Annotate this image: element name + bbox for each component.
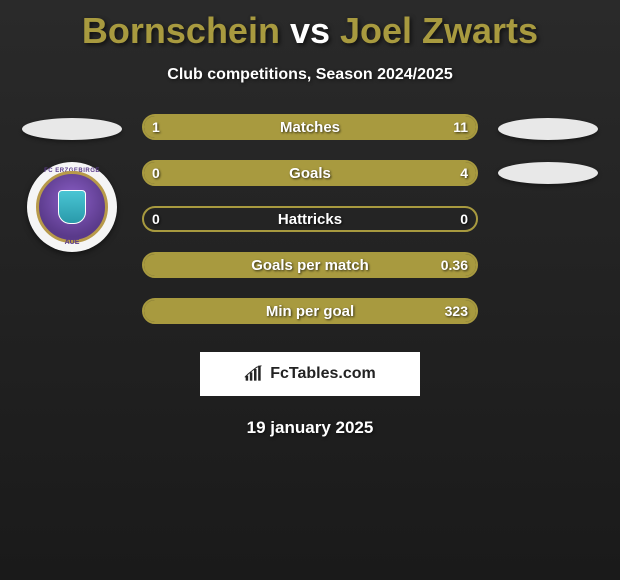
stat-value-right: 323 (445, 303, 468, 319)
player2-logo-placeholder (498, 118, 598, 140)
player1-name: Bornschein (82, 10, 280, 51)
vs-text: vs (280, 10, 340, 51)
stat-row: 1 Matches 11 (142, 114, 478, 140)
player1-club-badge: FC ERZGEBIRGE AUE (27, 162, 117, 252)
stat-label: Goals per match (251, 257, 369, 274)
left-player-column: FC ERZGEBIRGE AUE (12, 114, 132, 252)
subtitle: Club competitions, Season 2024/2025 (0, 66, 620, 84)
stat-row: Goals per match 0.36 (142, 252, 478, 278)
badge-shield (58, 190, 86, 224)
badge-bottom-text: AUE (65, 239, 80, 246)
player2-club-placeholder (498, 162, 598, 184)
stat-value-left: 0 (152, 211, 160, 227)
badge-inner (36, 171, 108, 243)
stat-row: 0 Goals 4 (142, 160, 478, 186)
stat-label: Goals (289, 165, 331, 182)
stat-value-left: 1 (152, 119, 160, 135)
player2-name: Joel Zwarts (340, 10, 538, 51)
footer-brand-text: FcTables.com (270, 365, 376, 383)
stats-content: FC ERZGEBIRGE AUE 1 Matches 11 0 Goals 4 0 Hatt… (0, 114, 620, 324)
right-player-column (488, 114, 608, 184)
stat-value-right: 0 (460, 211, 468, 227)
stat-row: 0 Hattricks 0 (142, 206, 478, 232)
stat-label: Matches (280, 119, 340, 136)
stat-label: Min per goal (266, 303, 354, 320)
chart-icon (244, 365, 264, 383)
stat-value-left: 0 (152, 165, 160, 181)
stat-value-right: 4 (460, 165, 468, 181)
stat-row: Min per goal 323 (142, 298, 478, 324)
player1-logo-placeholder (22, 118, 122, 140)
date-text: 19 january 2025 (0, 418, 620, 438)
stat-value-right: 0.36 (441, 257, 468, 273)
stats-list: 1 Matches 11 0 Goals 4 0 Hattricks 0 Goals per ma… (142, 114, 478, 324)
stat-label: Hattricks (278, 211, 342, 228)
footer-branding: FcTables.com (200, 352, 420, 396)
comparison-title: Bornschein vs Joel Zwarts (0, 0, 620, 52)
stat-value-right: 11 (453, 119, 468, 135)
